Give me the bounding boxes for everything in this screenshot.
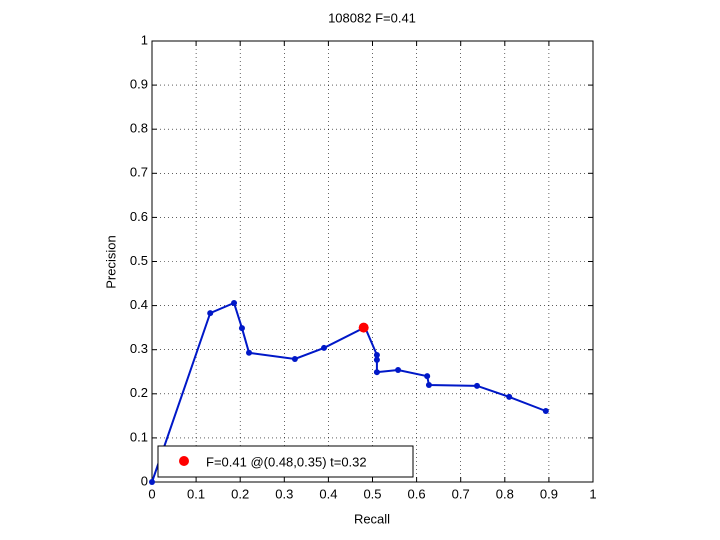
chart-title: 108082 F=0.41 [328,10,416,25]
y-tick-label: 0.5 [130,253,148,268]
x-tick-label: 0.1 [187,486,205,501]
y-tick-label: 0.7 [130,165,148,180]
y-tick-label: 0.4 [130,297,148,312]
x-tick-label: 1 [589,486,596,501]
data-point [238,325,245,332]
data-point [373,351,380,358]
plot-frame [151,40,594,483]
x-tick-label: 0.8 [496,486,514,501]
y-tick-label: 0.2 [130,385,148,400]
x-tick-label: 0.3 [275,486,293,501]
data-point [291,355,298,362]
data-point [373,369,380,376]
data-point [474,382,481,389]
x-tick-label: 0.9 [540,486,558,501]
legend-box [157,445,414,478]
y-tick-label: 0 [141,473,148,488]
legend-marker [179,456,189,466]
y-tick-label: 0.3 [130,341,148,356]
data-point [425,381,432,388]
data-point [207,310,214,317]
data-point [246,349,253,356]
y-axis-label: Precision [103,235,118,288]
data-point [506,393,513,400]
y-tick-label: 0.6 [130,209,148,224]
x-tick-label: 0.7 [452,486,470,501]
y-tick-label: 0.8 [130,121,148,136]
data-point [149,479,155,485]
x-tick-label: 0.6 [408,486,426,501]
data-point [424,373,431,380]
legend-label: F=0.41 @(0.48,0.35) t=0.32 [206,454,367,469]
data-point [395,366,402,373]
data-point [373,356,380,363]
x-tick-label: 0.5 [363,486,381,501]
data-point [231,299,238,306]
x-tick-label: 0.2 [231,486,249,501]
x-tick-label: 0 [148,486,155,501]
y-tick-label: 0.9 [130,77,148,92]
y-tick-label: 1 [141,32,148,47]
legend: F=0.41 @(0.48,0.35) t=0.32 [157,445,414,478]
x-axis-label: Recall [354,511,390,526]
data-point [320,344,327,351]
data-point [542,407,549,414]
x-tick-label: 0.4 [319,486,337,501]
y-tick-label: 0.1 [130,429,148,444]
highlight-point [358,322,369,333]
